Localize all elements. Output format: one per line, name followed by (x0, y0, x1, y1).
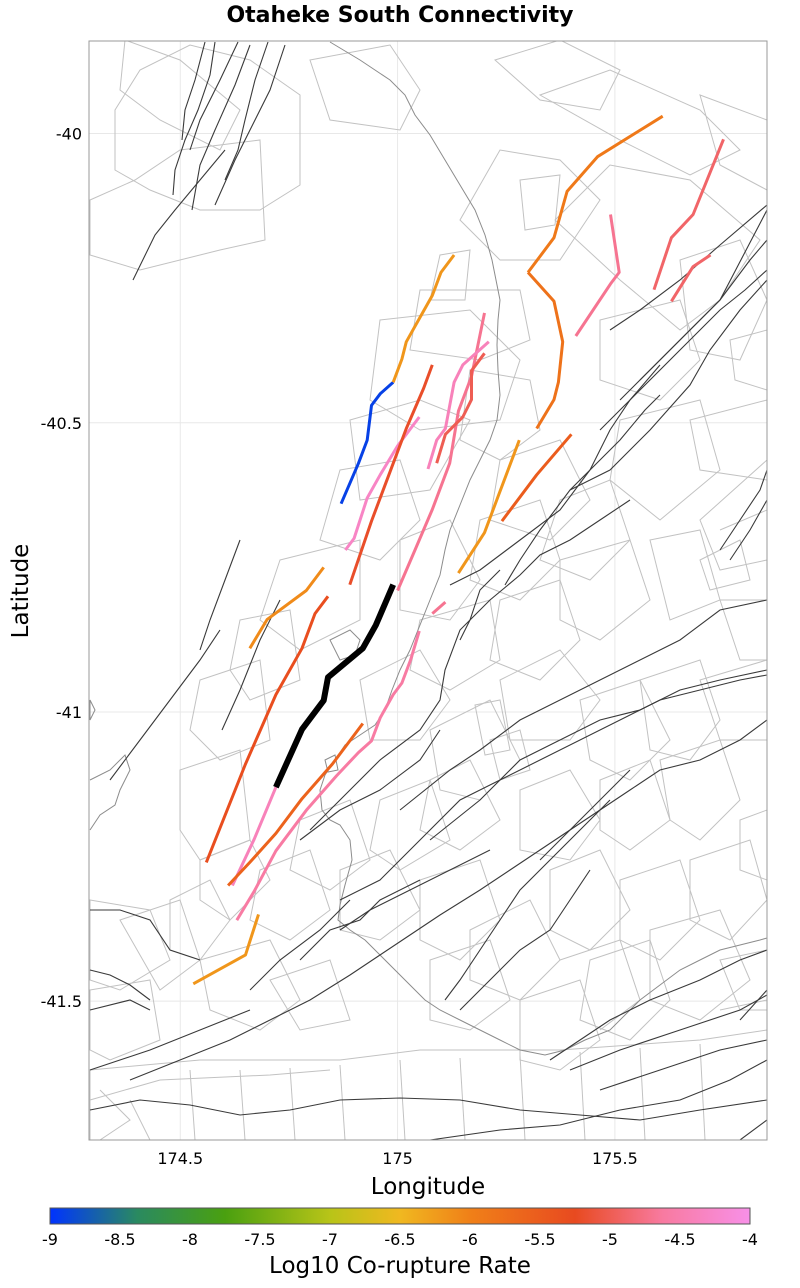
co-rupture-section (231, 786, 278, 887)
colorbar-tick-label: -8.5 (104, 1230, 135, 1249)
colorbar-tick-label: -5 (602, 1230, 618, 1249)
co-rupture-section (652, 138, 725, 291)
x-tick-label: 175 (382, 1149, 413, 1168)
co-rupture-section (500, 433, 573, 523)
colorbar (49, 1207, 751, 1225)
co-rupture-section (574, 214, 621, 337)
co-rupture-section (248, 566, 325, 650)
y-tick-label: -40.5 (41, 414, 82, 433)
fault-polygons (89, 41, 767, 1140)
co-rupture-section (435, 352, 486, 464)
co-rupture-section (526, 114, 664, 274)
background-map (89, 41, 767, 1140)
y-axis-ticks: -40 -40.5 -41 -41.5 (41, 125, 82, 1012)
colorbar-tick-label: -7 (322, 1230, 338, 1249)
co-rupture-section (670, 253, 712, 303)
x-axis-label: Longitude (371, 1174, 485, 1200)
co-rupture-section (431, 600, 447, 615)
co-rupture-section (526, 271, 565, 430)
co-rupture-section (227, 722, 365, 887)
x-tick-label: 174.5 (157, 1149, 203, 1168)
y-tick-label: -40 (56, 125, 82, 144)
background-faults (89, 41, 767, 1140)
colorbar-label: Log10 Co-rupture Rate (269, 1253, 531, 1279)
colorbar-tick-label: -6.5 (384, 1230, 415, 1249)
colorbar-tick-label: -5.5 (524, 1230, 555, 1249)
colorbar-tick-label: -4 (742, 1230, 758, 1249)
co-rupture-section (204, 595, 330, 863)
colorbar-ticks: -9 -8.5 -8 -7.5 -7 -6.5 -6 -5.5 -5 -4.5 -4 (42, 1230, 758, 1249)
colorbar-tick-label: -8 (182, 1230, 198, 1249)
x-tick-label: 175.5 (592, 1149, 638, 1168)
x-axis-ticks: 174.5 175 175.5 (157, 1149, 637, 1168)
plot-frame (88, 40, 768, 1141)
y-tick-label: -41 (56, 703, 82, 722)
co-rupture-section (235, 630, 421, 921)
co-rupture-section (192, 913, 260, 986)
co-rupture-section (426, 340, 490, 470)
co-rupture-section (391, 254, 456, 383)
target-section-otaheke-south (273, 583, 396, 789)
co-rupture-section (348, 364, 434, 586)
colorbar-tick-label: -9 (42, 1230, 58, 1249)
colorbar-tick-label: -4.5 (664, 1230, 695, 1249)
chart-title: Otaheke South Connectivity (226, 3, 573, 28)
y-axis-label: Latitude (8, 544, 34, 639)
gridlines (89, 41, 767, 1140)
colorbar-tick-label: -7.5 (244, 1230, 275, 1249)
colorbar-tick-label: -6 (462, 1230, 478, 1249)
y-tick-label: -41.5 (41, 992, 82, 1011)
co-rupture-section (457, 439, 521, 574)
co-rupture-section (339, 381, 395, 505)
fault-sections (192, 114, 725, 986)
